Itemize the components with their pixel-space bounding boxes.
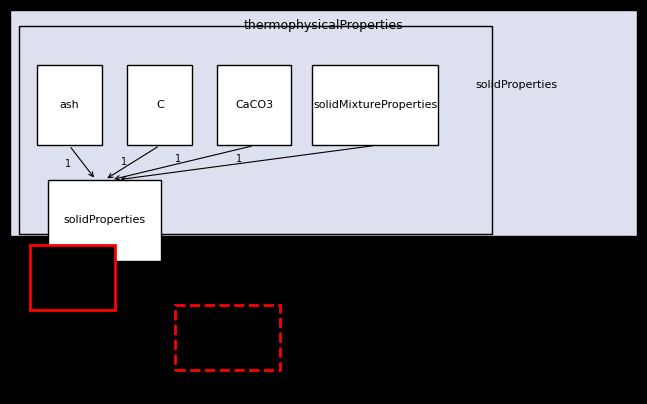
- Text: solidProperties: solidProperties: [64, 215, 146, 225]
- FancyBboxPatch shape: [312, 65, 439, 145]
- Text: thermophysicalProperties: thermophysicalProperties: [244, 19, 403, 32]
- Text: solidProperties: solidProperties: [476, 80, 558, 90]
- FancyBboxPatch shape: [19, 26, 492, 234]
- Text: CaCO3: CaCO3: [236, 100, 273, 110]
- Text: 1: 1: [121, 157, 127, 166]
- FancyBboxPatch shape: [127, 65, 192, 145]
- Bar: [30, 245, 115, 310]
- FancyBboxPatch shape: [49, 180, 162, 261]
- Text: 1: 1: [175, 154, 181, 164]
- Text: 1: 1: [236, 154, 243, 164]
- Text: C: C: [156, 100, 164, 110]
- Text: 1: 1: [65, 159, 71, 168]
- FancyBboxPatch shape: [37, 65, 102, 145]
- FancyBboxPatch shape: [217, 65, 291, 145]
- FancyBboxPatch shape: [10, 10, 637, 236]
- Text: solidMixtureProperties: solidMixtureProperties: [313, 100, 437, 110]
- Bar: [175, 305, 280, 370]
- Text: ash: ash: [60, 100, 79, 110]
